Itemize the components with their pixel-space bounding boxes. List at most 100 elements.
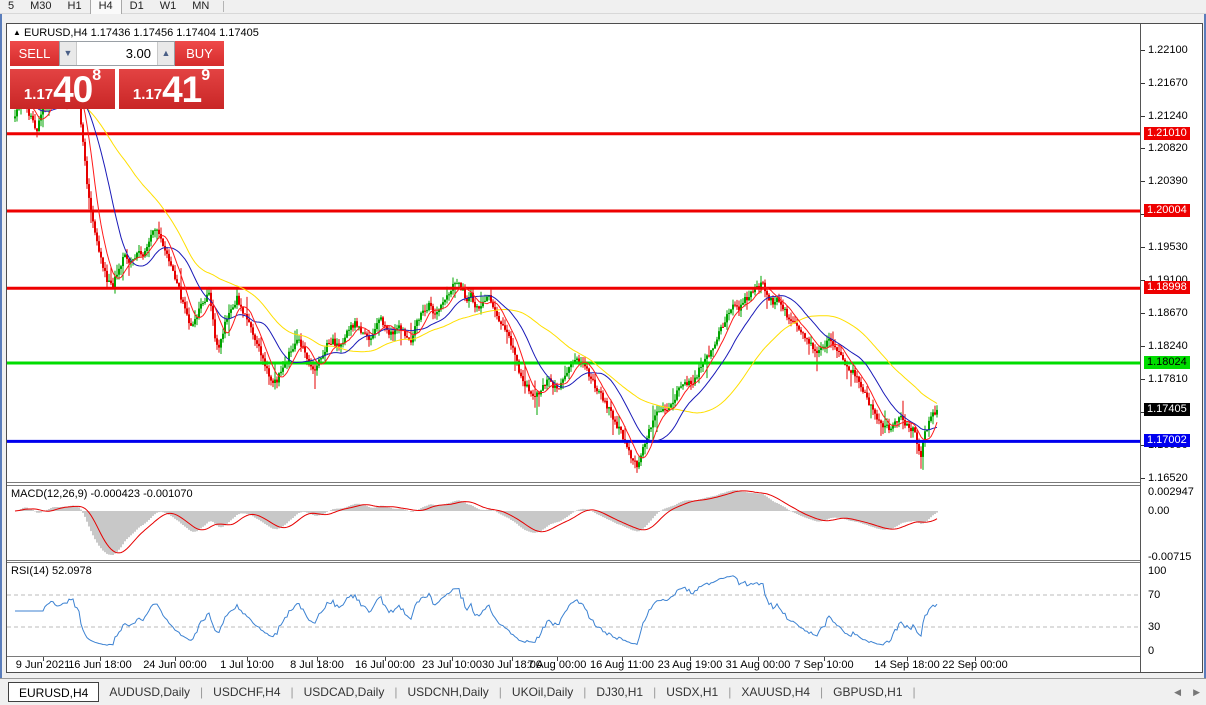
timeframe-h1[interactable]: H1: [67, 0, 82, 12]
price-tick-label: 1.22100: [1148, 44, 1188, 56]
tab-separator: |: [728, 684, 732, 699]
sell-price-big: 40: [53, 69, 93, 110]
timeframe-d1[interactable]: D1: [129, 0, 144, 12]
time-axis[interactable]: 9 Jun 2021 16 Jun 18:00 24 Jun 00:00 1 Jul …: [7, 657, 1140, 672]
price-tick-label: 1.16520: [1148, 472, 1188, 484]
volume-input[interactable]: [77, 42, 157, 65]
time-tick-label: 7 Aug 00:00: [527, 659, 587, 671]
tab-nav: ◀ ▶: [1174, 679, 1200, 705]
time-tick-label: 1 Jul 10:00: [220, 659, 274, 671]
price-tick-mark: [1141, 148, 1145, 149]
rsi-label: RSI(14) 52.0978: [11, 565, 92, 577]
price-axis[interactable]: 1.221001.216701.212401.208201.203901.199…: [1140, 24, 1202, 672]
tab-audusd-daily[interactable]: AUDUSD,Daily: [109, 684, 191, 699]
macd-axis-label: -0.00715: [1148, 551, 1192, 563]
tab-xauusd-h4[interactable]: XAUUSD,H4: [741, 684, 811, 699]
buy-price-button[interactable]: 1.17 41 9: [119, 67, 224, 110]
price-tick-label: 1.18240: [1148, 340, 1188, 352]
time-tick-mark: [175, 657, 176, 661]
macd-panel: MACD(12,26,9) -0.000423 -0.001070: [7, 485, 1140, 561]
tab-usdcad-daily[interactable]: USDCAD,Daily: [303, 684, 385, 699]
price-tick-mark: [1141, 247, 1145, 248]
time-tick-mark: [907, 657, 908, 661]
tab-usdcnh-daily[interactable]: USDCNH,Daily: [407, 684, 489, 699]
price-tick-mark: [1141, 412, 1145, 413]
tab-dj30-h1[interactable]: DJ30,H1: [596, 684, 644, 699]
time-tick-label: 7 Sep 10:00: [794, 659, 854, 671]
price-level-badge: 1.17002: [1144, 434, 1190, 447]
buy-price-prefix: 1.17: [132, 86, 163, 103]
rsi-panel: RSI(14) 52.0978: [7, 562, 1140, 657]
current-price-badge: 1.17405: [1144, 403, 1190, 416]
volume-increase-icon[interactable]: ▲: [157, 42, 174, 65]
time-tick-mark: [247, 657, 248, 661]
buy-price-big: 41: [162, 69, 202, 110]
tab-scroll-right-icon[interactable]: ▶: [1193, 686, 1200, 697]
buy-button[interactable]: BUY: [175, 41, 224, 66]
timeframe-toolbar: 5 M30 H1 H4 D1 W1 MN: [0, 0, 1206, 14]
collapse-panel-icon[interactable]: ▲: [13, 28, 21, 37]
time-tick-mark: [690, 657, 691, 661]
time-tick-mark: [824, 657, 825, 661]
rsi-chart: [7, 575, 1140, 646]
price-tick-mark: [1141, 313, 1145, 314]
tab-separator: |: [820, 684, 824, 699]
rsi-axis-label: 0: [1148, 645, 1155, 657]
timeframe-5[interactable]: 5: [8, 0, 15, 12]
tab-separator: |: [498, 684, 502, 699]
timeframe-w1[interactable]: W1: [159, 0, 177, 12]
price-tick-label: 1.21670: [1148, 77, 1188, 89]
time-tick-label: 9 Jun 2021: [15, 659, 71, 671]
time-tick-mark: [317, 657, 318, 661]
price-tick-label: 1.18670: [1148, 307, 1188, 319]
time-tick-label: 23 Aug 19:00: [657, 659, 723, 671]
tab-scroll-left-icon[interactable]: ◀: [1174, 686, 1182, 697]
buy-price-sup: 9: [201, 67, 211, 84]
volume-decrease-icon[interactable]: ▼: [60, 42, 77, 65]
price-level-badge: 1.18998: [1144, 281, 1190, 294]
sell-price-sup: 8: [92, 67, 102, 84]
macd-label: MACD(12,26,9) -0.000423 -0.001070: [11, 488, 193, 500]
timeframe-mn[interactable]: MN: [192, 0, 210, 12]
timeframe-h4[interactable]: H4: [89, 0, 122, 14]
timeframe-m30[interactable]: M30: [30, 0, 52, 12]
tab-separator: |: [583, 684, 587, 699]
price-level-badge: 1.21010: [1144, 127, 1190, 140]
time-tick-mark: [452, 657, 453, 661]
sell-price-prefix: 1.17: [23, 86, 54, 103]
time-tick-label: 16 Jun 18:00: [68, 659, 132, 671]
toolbar-separator: [223, 1, 225, 12]
tab-ukoil-daily[interactable]: UKOil,Daily: [511, 684, 574, 699]
tab-usdx-h1[interactable]: USDX,H1: [666, 684, 719, 699]
time-tick-mark: [385, 657, 386, 661]
tab-gbpusd-h1[interactable]: GBPUSD,H1: [833, 684, 903, 699]
volume-group: ▼ ▲: [59, 41, 175, 66]
time-tick-mark: [43, 657, 44, 661]
time-tick-label: 23 Jul 10:00: [422, 659, 482, 671]
price-tick-label: 1.17810: [1148, 373, 1188, 385]
price-level-badge: 1.18024: [1144, 356, 1190, 369]
price-tick-mark: [1141, 181, 1145, 182]
time-tick-mark: [557, 657, 558, 661]
time-tick-mark: [975, 657, 976, 661]
macd-chart: [14, 490, 938, 555]
rsi-axis-label: 30: [1148, 621, 1161, 633]
chart-title-text: EURUSD,H4 1.17436 1.17456 1.17404 1.1740…: [23, 27, 259, 39]
time-tick-label: 16 Jul 00:00: [355, 659, 415, 671]
macd-axis-label: 0.00: [1148, 505, 1170, 517]
rsi-axis-label: 70: [1148, 589, 1161, 601]
main-chart-panel: ▲ EURUSD,H4 1.17436 1.17456 1.17404 1.17…: [7, 24, 1140, 483]
sell-button[interactable]: SELL: [10, 41, 59, 66]
price-tick-mark: [1141, 346, 1145, 347]
price-tick-label: 1.20820: [1148, 142, 1188, 154]
time-tick-label: 16 Aug 11:00: [589, 659, 655, 671]
tab-separator: |: [394, 684, 398, 699]
tab-eurusd-h4[interactable]: EURUSD,H4: [8, 681, 100, 702]
tab-usdchf-h4[interactable]: USDCHF,H4: [213, 684, 281, 699]
rsi-axis-label: 100: [1148, 565, 1167, 577]
time-tick-label: 14 Sep 18:00: [874, 659, 940, 671]
price-tick-mark: [1141, 379, 1145, 380]
sell-price-button[interactable]: 1.17 40 8: [10, 67, 115, 110]
price-tick-mark: [1141, 214, 1145, 215]
price-tick-mark: [1141, 116, 1145, 117]
